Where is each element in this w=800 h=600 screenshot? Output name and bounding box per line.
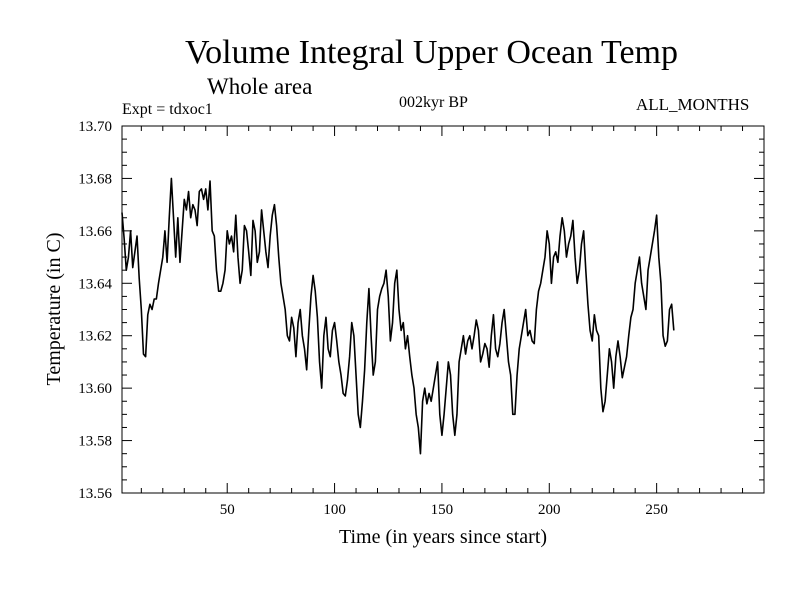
x-tick-label: 200 [538, 502, 561, 518]
y-axis-label: Temperature (in C) [43, 233, 65, 386]
y-tick-label: 13.70 [78, 119, 112, 135]
months-label: ALL_MONTHS [636, 95, 750, 114]
y-tick-label: 13.66 [78, 224, 112, 240]
y-tick-label: 13.68 [78, 171, 112, 187]
y-tick-label: 13.58 [78, 434, 112, 450]
plot-frame [121, 125, 765, 494]
x-tick-label: 100 [323, 502, 346, 518]
y-tick-label: 13.64 [78, 276, 112, 292]
chart-subtitle: Whole area [207, 74, 313, 99]
series-line-temperature [121, 177, 675, 455]
y-tick-label: 13.56 [78, 486, 112, 502]
y-tick-label: 13.62 [78, 329, 112, 345]
period-label: 002kyr BP [399, 94, 468, 111]
x-tick-label: 250 [645, 502, 668, 518]
chart-title: Volume Integral Upper Ocean Temp [185, 34, 678, 71]
x-axis-label: Time (in years since start) [339, 526, 547, 548]
x-tick-label: 150 [431, 502, 454, 518]
y-tick-label: 13.60 [78, 381, 112, 397]
x-tick-label: 50 [220, 502, 235, 518]
experiment-label: Expt = tdxoc1 [122, 101, 213, 118]
